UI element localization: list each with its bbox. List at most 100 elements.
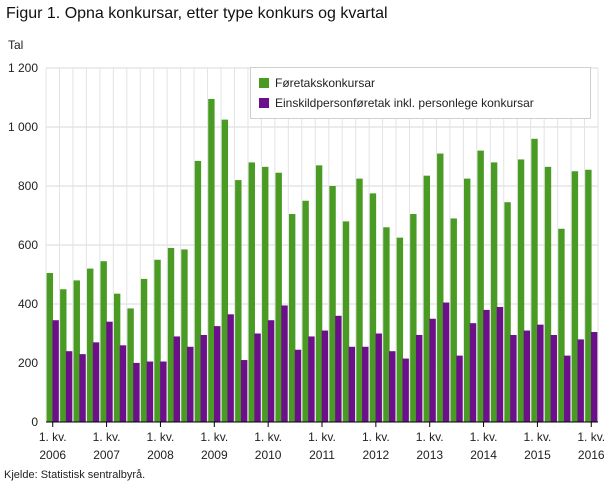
- bar-foretak: [410, 214, 417, 422]
- bar-einskild: [496, 306, 504, 422]
- bar-einskild: [483, 309, 490, 422]
- bar-foretak: [585, 169, 592, 422]
- bar-einskild: [133, 363, 140, 422]
- legend-item-einskild: Einskildpersonføretak inkl. personlege k…: [259, 93, 582, 113]
- bar-einskild: [375, 333, 382, 422]
- legend: Føretakskonkursar Einskildpersonføretak …: [250, 67, 591, 119]
- bar-foretak: [248, 162, 255, 422]
- bar-einskild: [362, 346, 369, 422]
- x-tick-label-quarter: 1. kv.: [39, 430, 67, 444]
- bar-einskild: [281, 305, 288, 422]
- bar-einskild: [308, 336, 315, 422]
- bar-einskild: [510, 334, 517, 422]
- bar-einskild: [402, 358, 409, 422]
- bar-foretak: [87, 268, 94, 422]
- bar-einskild: [550, 334, 557, 422]
- bar-einskild: [321, 330, 329, 422]
- bar-einskild: [294, 349, 302, 422]
- bar-foretak: [315, 165, 323, 422]
- x-tick-label-quarter: 1. kv.: [416, 430, 444, 444]
- x-tick-label-quarter: 1. kv.: [93, 430, 121, 444]
- bar-einskild: [119, 345, 127, 422]
- bar-foretak: [208, 98, 215, 422]
- bar-einskild: [173, 336, 181, 422]
- bar-foretak: [262, 166, 269, 422]
- y-tick-label: 600: [18, 238, 38, 252]
- bar-foretak: [154, 259, 161, 422]
- bar-foretak: [181, 249, 188, 422]
- bar-foretak: [113, 293, 121, 422]
- bar-foretak: [437, 153, 444, 423]
- bar-einskild: [389, 351, 396, 422]
- bar-einskild: [254, 333, 261, 422]
- bar-einskild: [106, 321, 113, 422]
- bar-foretak: [302, 200, 309, 422]
- bar-foretak: [342, 221, 350, 422]
- y-tick-label: 1 200: [8, 61, 38, 75]
- bar-einskild: [523, 330, 531, 422]
- x-tick-label-quarter: 1. kv.: [200, 430, 228, 444]
- bar-einskild: [146, 361, 154, 422]
- bar-einskild: [227, 314, 234, 422]
- bar-einskild: [213, 326, 221, 422]
- x-tick-label-year: 2011: [309, 448, 335, 462]
- bar-einskild: [335, 315, 342, 422]
- source-note: Kjelde: Statistisk sentralbyrå.: [4, 469, 146, 481]
- legend-swatch-foretak: [259, 78, 269, 88]
- legend-label-einskild: Einskildpersonføretak inkl. personlege k…: [275, 96, 534, 110]
- x-tick-label-quarter: 1. kv.: [147, 430, 175, 444]
- bar-foretak: [544, 166, 552, 422]
- bar-foretak: [450, 218, 457, 422]
- bar-foretak: [517, 159, 525, 422]
- bar-foretak: [477, 150, 484, 422]
- bar-einskild: [537, 324, 544, 422]
- bar-foretak: [73, 280, 80, 422]
- x-tick-label-year: 2012: [363, 448, 390, 462]
- bar-einskild: [160, 361, 167, 422]
- x-tick-label-quarter: 1. kv.: [362, 430, 390, 444]
- bar-einskild: [456, 355, 463, 422]
- legend-swatch-einskild: [259, 98, 269, 108]
- x-tick-label-quarter: 1. kv.: [308, 430, 336, 444]
- x-tick-label-year: 2010: [255, 448, 282, 462]
- bar-foretak: [329, 186, 336, 422]
- bar-foretak: [369, 193, 377, 422]
- bar-einskild: [65, 351, 73, 422]
- legend-label-foretak: Føretakskonkursar: [275, 76, 376, 90]
- bar-foretak: [221, 119, 229, 422]
- bar-foretak: [490, 162, 498, 422]
- y-tick-label: 1 000: [8, 120, 38, 134]
- y-tick-label: 400: [18, 297, 38, 311]
- bar-foretak: [558, 228, 565, 422]
- bar-foretak: [60, 289, 67, 422]
- bar-foretak: [531, 138, 538, 423]
- x-tick-label-year: 2016: [578, 448, 605, 462]
- bar-einskild: [564, 355, 571, 422]
- x-tick-label-year: 2013: [416, 448, 443, 462]
- bar-foretak: [100, 261, 107, 422]
- bar-foretak: [194, 160, 202, 423]
- y-axis-label: Tal: [8, 38, 24, 52]
- bar-einskild: [240, 360, 248, 422]
- x-tick-label-year: 2009: [201, 448, 228, 462]
- x-tick-label-year: 2006: [39, 448, 66, 462]
- bar-einskild: [590, 332, 598, 422]
- bar-foretak: [140, 278, 148, 422]
- x-tick-label-year: 2014: [470, 448, 497, 462]
- bar-foretak: [463, 178, 471, 422]
- x-tick-label-year: 2007: [93, 448, 120, 462]
- bar-foretak: [571, 171, 579, 422]
- bar-einskild: [442, 302, 450, 422]
- bar-einskild: [469, 323, 477, 422]
- bar-einskild: [429, 318, 436, 422]
- x-tick-label-year: 2015: [524, 448, 551, 462]
- bar-einskild: [187, 346, 194, 422]
- bar-einskild: [267, 320, 275, 422]
- bar-einskild: [92, 342, 100, 422]
- legend-item-foretak: Føretakskonkursar: [259, 73, 582, 93]
- y-tick-label: 0: [31, 415, 38, 429]
- bar-foretak: [383, 227, 390, 422]
- x-tick-label-year: 2008: [147, 448, 174, 462]
- x-tick-label-quarter: 1. kv.: [254, 430, 282, 444]
